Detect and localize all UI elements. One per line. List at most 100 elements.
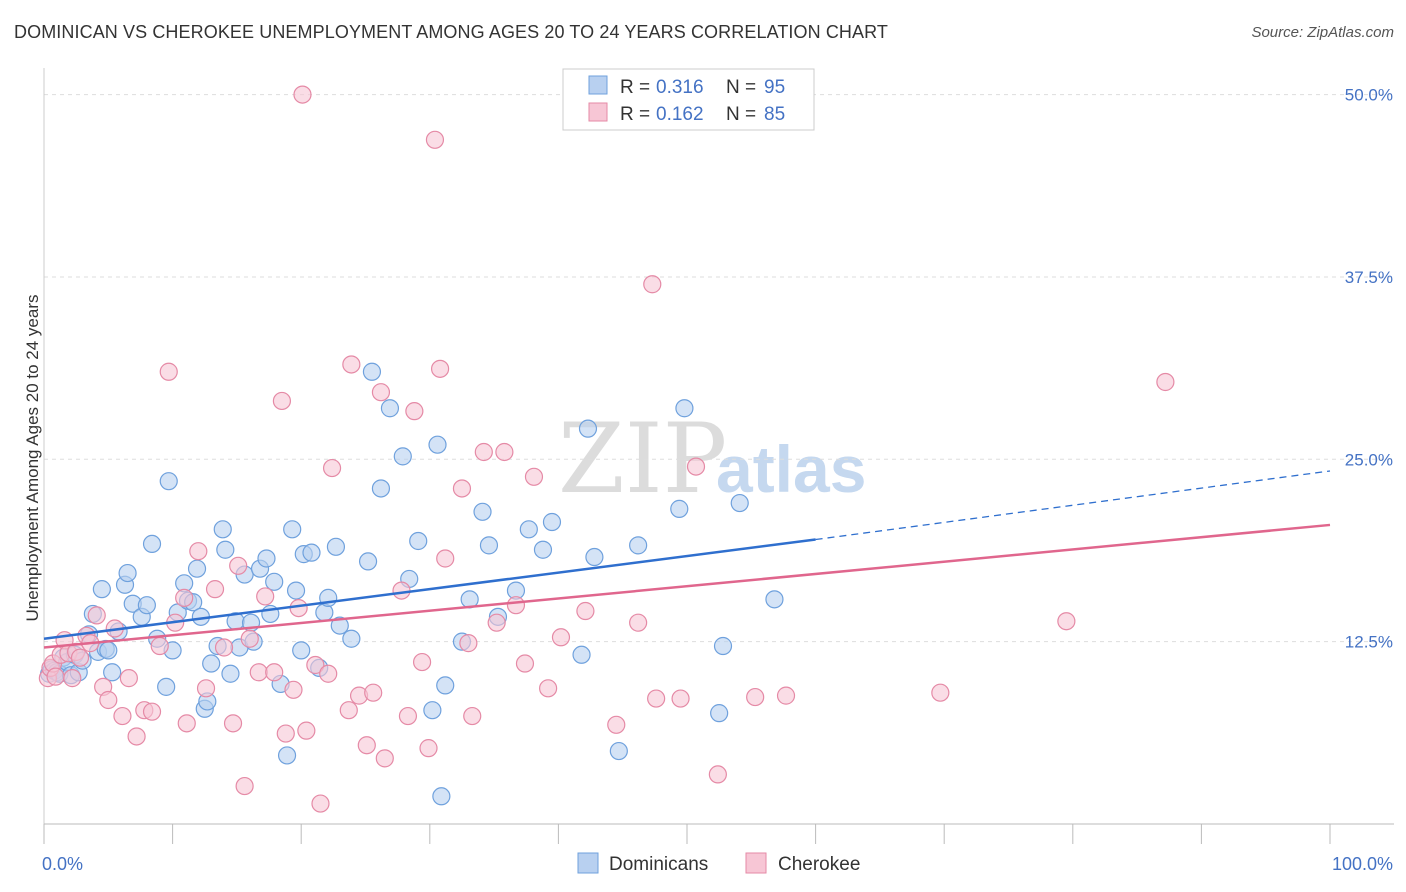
data-point: [710, 704, 729, 723]
data-point: [214, 638, 234, 657]
data-point: [342, 629, 361, 648]
data-point: [931, 683, 950, 702]
data-point: [463, 706, 482, 726]
gridlines: [44, 94, 1394, 643]
y-axis-label: Unemployment Among Ages 20 to 24 years: [23, 295, 42, 622]
data-point: [708, 765, 727, 784]
data-point: [142, 534, 162, 554]
y-tick-label: 25.0%: [1345, 450, 1393, 469]
data-point: [283, 520, 302, 539]
data-point: [474, 442, 493, 462]
data-point: [265, 572, 284, 591]
data-point: [177, 714, 196, 733]
data-point: [572, 645, 591, 664]
data-point: [229, 556, 248, 575]
data-point: [277, 746, 297, 765]
data-point: [322, 458, 342, 478]
data-point: [551, 628, 571, 647]
data-point: [286, 581, 306, 600]
data-point: [409, 531, 428, 551]
data-point: [730, 493, 749, 513]
data-point: [506, 596, 526, 615]
chart-title: DOMINICAN VS CHEROKEE UNEMPLOYMENT AMONG…: [14, 22, 889, 42]
data-point: [127, 727, 146, 746]
axes: [43, 68, 1394, 844]
data-point: [419, 739, 438, 758]
data-point: [202, 654, 221, 673]
watermark-atlas: atlas: [716, 432, 866, 506]
legend-r-label: R =: [620, 104, 650, 125]
legend-swatch-cherokee: [588, 102, 608, 122]
data-point: [1156, 372, 1175, 392]
data-point: [607, 715, 626, 734]
data-point: [675, 399, 694, 418]
data-point: [189, 542, 208, 561]
data-point: [362, 362, 382, 381]
data-point: [524, 467, 544, 486]
data-point: [428, 435, 447, 454]
data-point: [358, 552, 378, 571]
data-point: [364, 683, 383, 702]
data-point: [70, 648, 90, 667]
data-point: [393, 447, 412, 466]
data-point: [157, 677, 176, 696]
chart-source: Source: ZipAtlas.com: [1251, 24, 1394, 41]
data-point: [213, 520, 232, 539]
data-point: [319, 664, 338, 683]
data-point: [746, 687, 765, 707]
data-point: [585, 547, 604, 567]
y-tick-label: 12.5%: [1345, 633, 1393, 652]
data-point: [292, 641, 311, 660]
y-tick-labels: 12.5% 25.0% 37.5% 50.0%: [1345, 86, 1393, 652]
data-point: [221, 664, 240, 683]
data-point: [643, 275, 662, 294]
data-point: [533, 540, 553, 559]
data-point: [339, 701, 358, 720]
data-point: [276, 724, 295, 743]
data-point: [205, 580, 225, 599]
bottom-legend-cherokee: Cherokee: [778, 854, 860, 875]
legend-swatch-dominicans: [588, 75, 608, 95]
bottom-legend-dominicans: Dominicans: [609, 854, 708, 875]
data-point: [257, 549, 276, 568]
data-point: [487, 613, 506, 632]
data-point: [326, 537, 346, 556]
data-point: [63, 669, 82, 688]
data-point: [578, 419, 598, 438]
data-point: [430, 359, 450, 378]
x-tick-label: 100.0%: [1332, 854, 1393, 874]
x-tick-label: 0.0%: [42, 854, 83, 874]
bottom-legend: Dominicans Cherokee: [577, 852, 860, 875]
legend-r-value: 0.316: [656, 77, 704, 98]
data-point: [392, 581, 411, 600]
data-point: [473, 502, 492, 521]
legend-r-label: R =: [620, 77, 650, 98]
data-point: [256, 587, 275, 606]
data-point: [235, 776, 254, 796]
data-point: [539, 679, 558, 698]
data-point: [159, 362, 178, 381]
data-point: [150, 636, 169, 656]
dominicans-trend-extension: [815, 470, 1331, 541]
data-point: [99, 641, 118, 660]
data-point: [671, 689, 690, 708]
data-point: [515, 654, 535, 673]
data-point: [196, 679, 216, 698]
data-point: [436, 676, 455, 695]
data-point: [297, 721, 316, 740]
data-point: [380, 399, 400, 418]
data-point: [293, 85, 312, 104]
data-point: [240, 629, 259, 648]
data-point: [289, 598, 308, 618]
data-point: [92, 580, 111, 599]
data-point: [412, 652, 432, 672]
data-point: [479, 536, 499, 555]
data-point: [187, 559, 207, 578]
y-tick-label: 50.0%: [1345, 86, 1393, 105]
data-point: [423, 701, 442, 720]
data-point: [670, 499, 689, 518]
data-point: [302, 543, 321, 562]
legend-n-value: 95: [764, 77, 785, 98]
data-point: [713, 636, 733, 656]
data-point: [686, 457, 706, 476]
